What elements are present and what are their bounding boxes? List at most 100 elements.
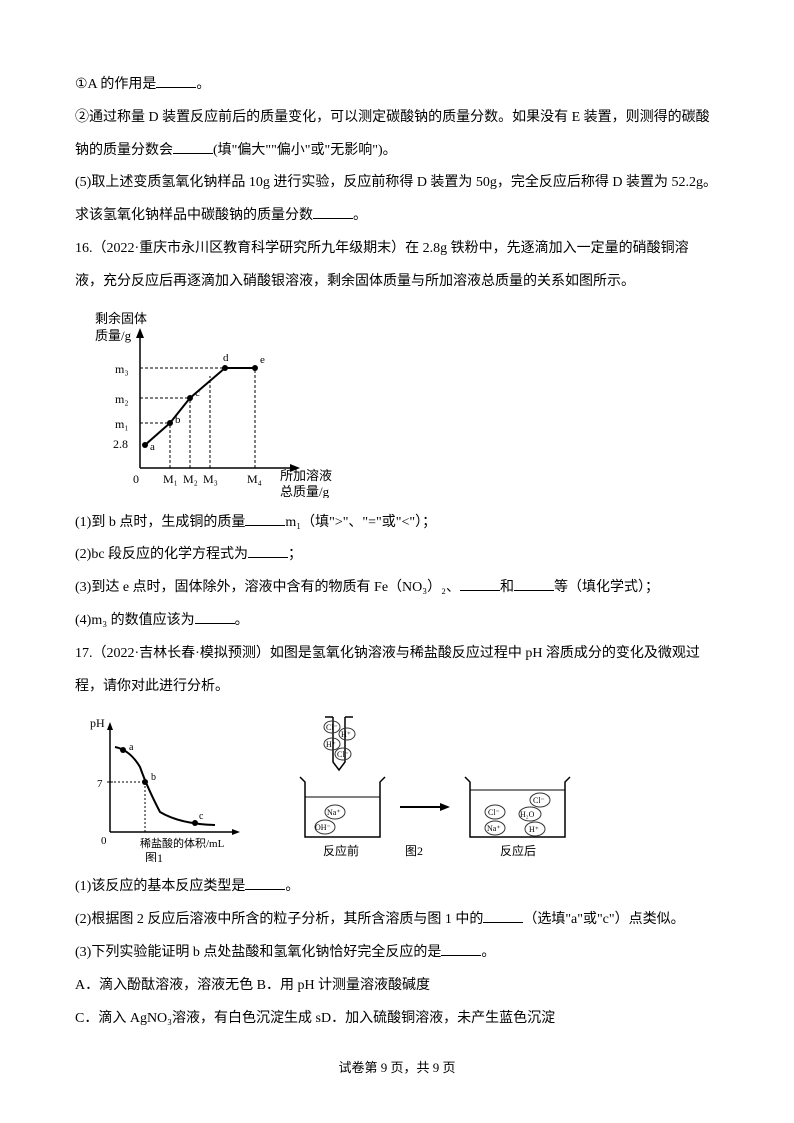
chart-svg: 剩余固体 质量/g m₃ m₂ m₁ 2.8 0 M₁ M₂ M₃ M₄ a — [85, 308, 345, 498]
xtick-m2: M₂ — [183, 472, 198, 486]
beaker-diagram: Cl⁻ H⁺ H⁺ Cl⁻ Na⁺ OH⁻ 反应前 图2 Cl⁻ Cl⁻ H₂O… — [285, 712, 595, 862]
blank — [514, 575, 554, 591]
line-q16-2: (2)bc 段反应的化学方程式为 ； — [75, 540, 719, 571]
line-q5-a: (5)取上述变质氢氧化钠样品 10g 进行实验，反应前称得 D 装置为 50g，… — [75, 168, 719, 199]
fig1-caption: 图1 — [145, 851, 163, 862]
text: (4)m₃ 的数值应该为 — [75, 613, 195, 628]
after-label: 反应后 — [500, 843, 536, 858]
gpt-b: b — [151, 772, 156, 783]
blank — [156, 72, 196, 88]
line-q16-1: (1)到 b 点时，生成铜的质量 m₁（填">"、"="或"<"）； — [75, 508, 719, 539]
svg-text:H⁺: H⁺ — [326, 740, 336, 749]
blank — [195, 608, 235, 624]
text: （选填"a"或"c"）点类似。 — [523, 912, 684, 927]
line-q2-b: 钠的质量分数会 (填"偏大""偏小"或"无影响")。 — [75, 136, 719, 167]
text: 。 — [235, 613, 249, 628]
svg-text:Na⁺: Na⁺ — [487, 824, 501, 833]
blank — [441, 940, 481, 956]
gpt-a: a — [129, 742, 134, 753]
pt-c: c — [195, 387, 200, 399]
xtick-m1: M₁ — [163, 472, 178, 486]
pt-b: b — [175, 414, 181, 426]
text: 液，充分反应后再逐滴加入硝酸银溶液，剩余固体质量与所加溶液总质量的关系如图所示。 — [75, 274, 635, 289]
line-q17-ab: A．滴入酚酞溶液，溶液无色 B．用 pH 计测量溶液酸碱度 — [75, 971, 719, 1002]
text: 和 — [500, 580, 514, 595]
text: 求该氢氧化钠样品中碳酸钠的质量分数 — [75, 208, 313, 223]
text: 等（填化学式）； — [554, 580, 659, 595]
text: (2)根据图 2 反应后溶液中所含的粒子分析，其所含溶质与图 1 中的 — [75, 912, 483, 927]
blank — [245, 874, 285, 890]
line-q17-b: 程，请你对此进行分析。 — [75, 672, 719, 703]
xtick-m4: M₄ — [247, 472, 262, 486]
line-q16-4: (4)m₃ 的数值应该为 。 — [75, 606, 719, 637]
text: ②通过称量 D 装置反应前后的质量变化，可以测定碳酸钠的质量分数。如果没有 E … — [75, 110, 710, 125]
footer-text: 试卷第 9 页，共 9 页 — [338, 1060, 455, 1075]
svg-text:Cl⁻: Cl⁻ — [488, 808, 500, 817]
svg-text:Cl⁻: Cl⁻ — [533, 796, 545, 805]
svg-text:H₂O: H₂O — [520, 810, 535, 819]
line-q17-3: (3)下列实验能证明 b 点处盐酸和氢氧化钠恰好完全反应的是 。 — [75, 938, 719, 969]
text: 17.（2022·吉林长春·模拟预测）如图是氢氧化钠溶液与稀盐酸反应过程中 pH… — [75, 646, 700, 661]
line-q17-a: 17.（2022·吉林长春·模拟预测）如图是氢氧化钠溶液与稀盐酸反应过程中 pH… — [75, 639, 719, 670]
blank — [313, 203, 353, 219]
svg-text:H⁺: H⁺ — [529, 825, 539, 834]
xlabel-hcl: 稀盐酸的体积/mL — [140, 836, 225, 850]
y-label-2: 质量/g — [95, 328, 132, 343]
text: C．滴入 AgNO₃溶液，有白色沉淀生成 sD．加入硫酸铜溶液，未产生蓝色沉淀 — [75, 1011, 555, 1026]
text: (填"偏大""偏小"或"无影响")。 — [213, 143, 397, 158]
text: m₁（填">"、"="或"<"）； — [285, 515, 436, 530]
x-label-1: 所加溶液 — [280, 468, 332, 483]
ytick-m1: m₁ — [115, 417, 129, 431]
pt-e: e — [260, 354, 265, 366]
line-q17-1: (1)该反应的基本反应类型是 。 — [75, 872, 719, 903]
ph-graph: pH 7 0 a b c 稀盐酸的体积/mL 图1 — [85, 712, 255, 862]
svg-text:H⁺: H⁺ — [341, 730, 351, 739]
text: (2)bc 段反应的化学方程式为 — [75, 547, 248, 562]
diagram-ph-reaction: pH 7 0 a b c 稀盐酸的体积/mL 图1 Cl⁻ H⁺ H⁺ Cl⁻ — [85, 712, 719, 862]
text: 。 — [285, 879, 299, 894]
ph-label: pH — [90, 716, 105, 730]
text: (1)到 b 点时，生成铜的质量 — [75, 515, 245, 530]
text: (3)下列实验能证明 b 点处盐酸和氢氧化钠恰好完全反应的是 — [75, 945, 441, 960]
ytick-28: 2.8 — [113, 437, 128, 451]
text: ； — [288, 547, 302, 562]
line-q2-a: ②通过称量 D 装置反应前后的质量变化，可以测定碳酸钠的质量分数。如果没有 E … — [75, 103, 719, 134]
page-footer: 试卷第 9 页，共 9 页 — [0, 1054, 794, 1083]
line-q16-3: (3)到达 e 点时，固体除外，溶液中含有的物质有 Fe（NO₃）₂、 和 等（填化… — [75, 573, 719, 604]
blank — [248, 542, 288, 558]
ytick-m2: m₂ — [115, 392, 129, 406]
svg-text:OH⁻: OH⁻ — [315, 823, 331, 832]
svg-text:Na⁺: Na⁺ — [327, 808, 341, 817]
text: 钠的质量分数会 — [75, 143, 173, 158]
tick-7: 7 — [97, 778, 103, 790]
blank — [245, 510, 285, 526]
gpt-c: c — [199, 811, 204, 822]
text: A．滴入酚酞溶液，溶液无色 B．用 pH 计测量溶液酸碱度 — [75, 978, 430, 993]
text: (5)取上述变质氢氧化钠样品 10g 进行实验，反应前称得 D 装置为 50g，… — [75, 175, 717, 190]
line-q1-a: ①A 的作用是。 — [75, 70, 719, 101]
svg-text:0: 0 — [133, 472, 139, 486]
text: 程，请你对此进行分析。 — [75, 679, 229, 694]
pt-a: a — [150, 441, 155, 453]
line-q5-b: 求该氢氧化钠样品中碳酸钠的质量分数 。 — [75, 201, 719, 232]
text: 。 — [481, 945, 495, 960]
blank — [483, 907, 523, 923]
chart-iron-copper: 剩余固体 质量/g m₃ m₂ m₁ 2.8 0 M₁ M₂ M₃ M₄ a — [85, 308, 719, 498]
blank — [173, 138, 213, 154]
line-q17-2: (2)根据图 2 反应后溶液中所含的粒子分析，其所含溶质与图 1 中的 （选填"a… — [75, 905, 719, 936]
blank — [460, 575, 500, 591]
y-label-1: 剩余固体 — [95, 311, 147, 326]
x-label-2: 总质量/g — [280, 484, 330, 498]
line-q17-cd: C．滴入 AgNO₃溶液，有白色沉淀生成 sD．加入硫酸铜溶液，未产生蓝色沉淀 — [75, 1004, 719, 1035]
line-q16-b: 液，充分反应后再逐滴加入硝酸银溶液，剩余固体质量与所加溶液总质量的关系如图所示。 — [75, 267, 719, 298]
svg-text:Cl⁻: Cl⁻ — [337, 750, 349, 759]
text: ①A 的作用是 — [75, 77, 156, 92]
svg-text:Cl⁻: Cl⁻ — [326, 723, 338, 732]
origin-0: 0 — [101, 835, 107, 847]
text: 。 — [353, 208, 367, 223]
text: 16.（2022·重庆市永川区教育科学研究所九年级期末）在 2.8g 铁粉中，先… — [75, 241, 689, 256]
text: (3)到达 e 点时，固体除外，溶液中含有的物质有 Fe（NO₃）₂、 — [75, 580, 460, 595]
pt-d: d — [223, 352, 229, 364]
before-label: 反应前 — [323, 843, 359, 858]
text: (1)该反应的基本反应类型是 — [75, 879, 245, 894]
